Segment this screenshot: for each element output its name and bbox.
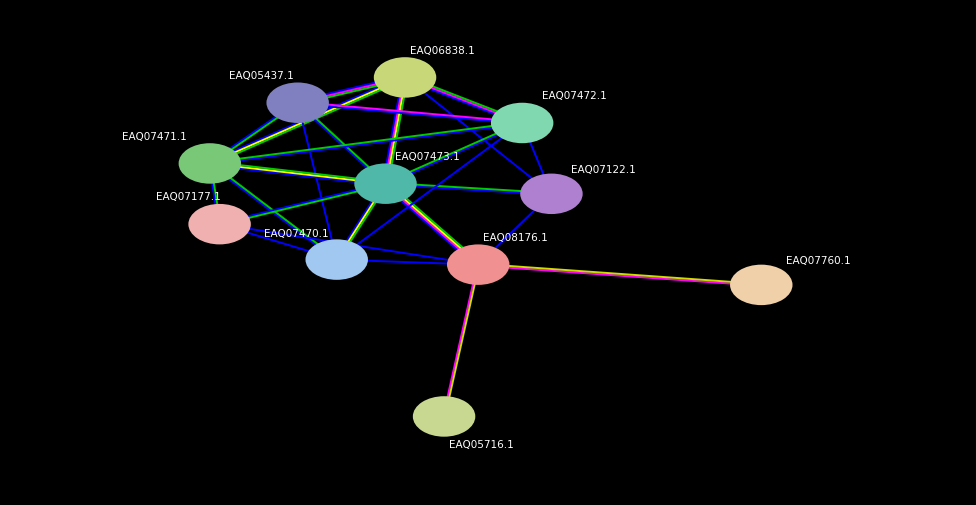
Text: EAQ05437.1: EAQ05437.1 [229,71,294,81]
Text: EAQ07471.1: EAQ07471.1 [122,131,186,141]
Text: EAQ07122.1: EAQ07122.1 [571,164,635,174]
Ellipse shape [491,104,553,144]
Text: EAQ05716.1: EAQ05716.1 [449,439,513,449]
Ellipse shape [354,164,417,205]
Text: EAQ07470.1: EAQ07470.1 [264,229,328,239]
Text: EAQ07177.1: EAQ07177.1 [156,192,221,202]
Ellipse shape [447,245,509,285]
Ellipse shape [266,83,329,124]
Ellipse shape [730,265,793,306]
Ellipse shape [520,174,583,215]
Ellipse shape [413,396,475,437]
Text: EAQ07472.1: EAQ07472.1 [542,91,606,101]
Text: EAQ08176.1: EAQ08176.1 [483,232,548,242]
Text: EAQ07473.1: EAQ07473.1 [395,152,460,162]
Ellipse shape [188,205,251,245]
Text: EAQ07760.1: EAQ07760.1 [786,255,850,265]
Text: EAQ06838.1: EAQ06838.1 [410,45,474,56]
Ellipse shape [179,144,241,184]
Ellipse shape [305,240,368,280]
Ellipse shape [374,58,436,98]
